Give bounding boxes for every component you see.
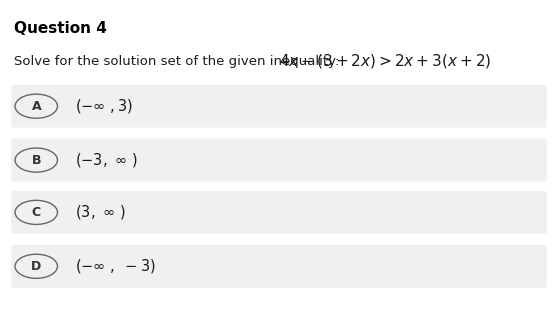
- Text: D: D: [31, 260, 41, 273]
- Text: B: B: [31, 153, 41, 167]
- FancyBboxPatch shape: [11, 139, 547, 181]
- Text: $(-\infty\ ,\ -3)$: $(-\infty\ ,\ -3)$: [75, 257, 156, 275]
- Text: C: C: [32, 206, 41, 219]
- Text: Question 4: Question 4: [14, 21, 107, 36]
- Text: $(3,\ \infty\ )$: $(3,\ \infty\ )$: [75, 204, 126, 221]
- Text: $(-3,\ \infty\ )$: $(-3,\ \infty\ )$: [75, 151, 138, 169]
- FancyBboxPatch shape: [11, 191, 547, 234]
- FancyBboxPatch shape: [11, 85, 547, 127]
- FancyBboxPatch shape: [11, 245, 547, 288]
- Text: A: A: [31, 100, 41, 113]
- Text: $4x-(3+2x)>2x+3(x+2)$: $4x-(3+2x)>2x+3(x+2)$: [279, 52, 492, 70]
- Text: $(-\infty\ ,3)$: $(-\infty\ ,3)$: [75, 97, 133, 115]
- Text: Solve for the solution set of the given inequality:: Solve for the solution set of the given …: [14, 55, 339, 68]
